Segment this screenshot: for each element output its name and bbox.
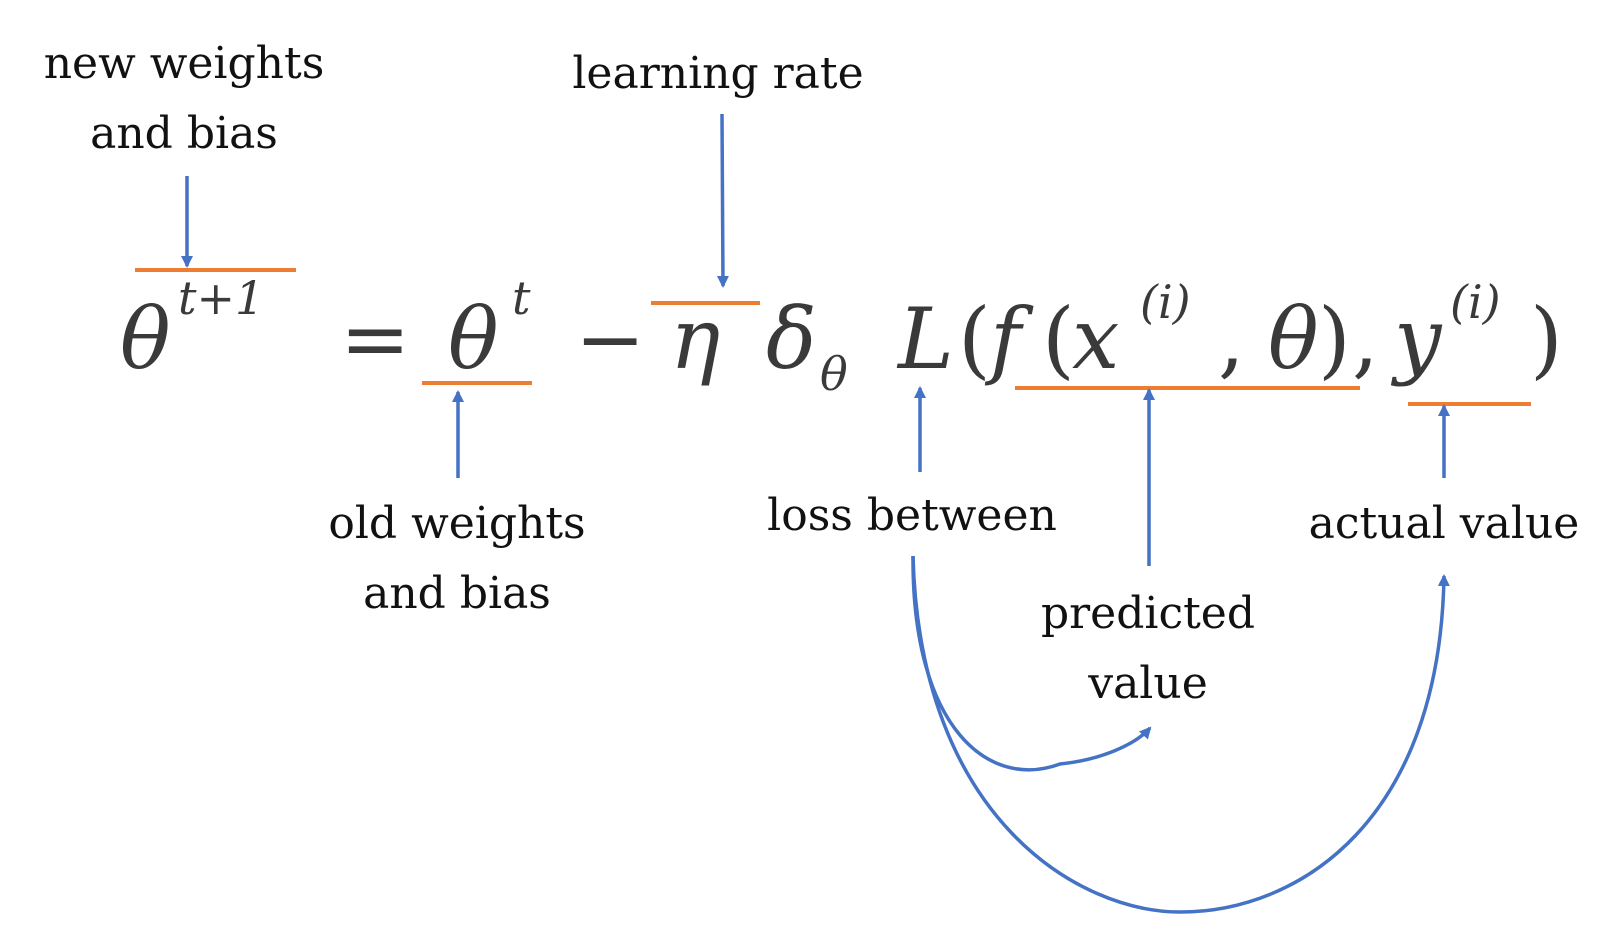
- delta-symbol: δ: [766, 290, 817, 388]
- theta-subscript: θ: [820, 347, 848, 401]
- theta-old-symbol: θ: [448, 290, 499, 388]
- close-paren-inner: ): [1318, 290, 1351, 388]
- t-superscript: t: [512, 271, 531, 325]
- eta-symbol: η: [670, 290, 720, 388]
- loss-between-label: loss between: [767, 490, 1057, 541]
- learning-rate-label: learning rate: [572, 48, 863, 99]
- predicted-value-label-line1: predicted: [1041, 588, 1255, 639]
- old-weights-label-line1: old weights: [328, 498, 585, 549]
- theta-argument-symbol: θ: [1268, 290, 1319, 388]
- minus-sign: −: [575, 290, 645, 388]
- y-superscript-i: (i): [1450, 275, 1501, 329]
- comma-inner: ,: [1218, 290, 1245, 388]
- close-paren-outer: ): [1530, 290, 1563, 388]
- comma-outer: ,: [1352, 290, 1379, 388]
- learning-rate-arrow: [716, 113, 729, 288]
- predicted-value-label-line2: value: [1087, 658, 1208, 709]
- actual-value-label: actual value: [1309, 498, 1580, 549]
- equals-sign: =: [340, 290, 410, 388]
- f-symbol: f: [984, 290, 1034, 388]
- y-symbol: y: [1390, 290, 1443, 388]
- loss-L-symbol: L: [896, 290, 954, 388]
- open-paren-inner: (: [1042, 290, 1075, 388]
- x-superscript-i: (i): [1140, 275, 1191, 329]
- new-weights-label-line1: new weights: [44, 38, 325, 89]
- open-paren-outer: (: [958, 290, 991, 388]
- t-plus-1-superscript: t+1: [178, 271, 264, 325]
- new-weights-label-line2: and bias: [90, 108, 278, 159]
- old-weights-label-line2: and bias: [363, 568, 551, 619]
- x-symbol: x: [1072, 290, 1119, 388]
- loss-to-actual-curve: [911, 555, 1450, 914]
- theta-new-symbol: θ: [120, 290, 171, 388]
